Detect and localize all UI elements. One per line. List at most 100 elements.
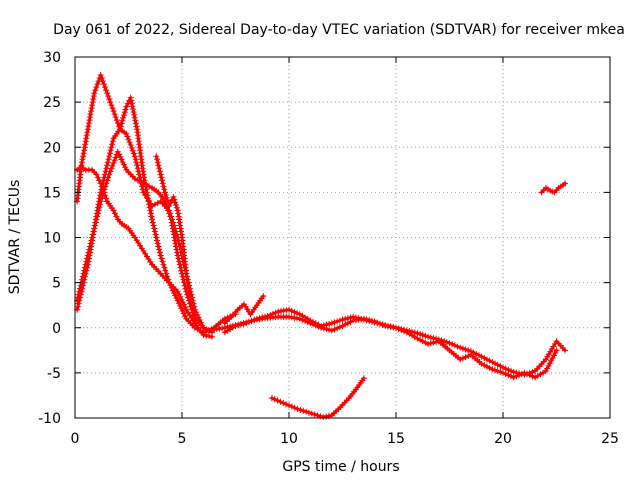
data-point-marker	[94, 81, 101, 88]
y-tick-label: -5	[47, 366, 61, 382]
data-point-marker	[286, 402, 292, 409]
data-point-marker	[350, 313, 357, 320]
data-point-marker	[129, 106, 136, 113]
data-point-marker	[163, 194, 170, 201]
data-point-marker	[384, 322, 391, 329]
data-point-marker	[174, 252, 181, 259]
data-point-marker	[150, 222, 157, 229]
data-point-marker	[489, 359, 496, 366]
data-point-marker	[90, 228, 97, 235]
data-point-marker	[155, 162, 162, 169]
data-point-marker	[180, 301, 187, 308]
data-point-marker	[75, 300, 82, 307]
series-trace-j	[538, 180, 569, 196]
data-point-marker	[86, 246, 93, 253]
data-point-marker	[80, 270, 87, 277]
data-point-marker	[366, 317, 373, 324]
data-point-marker	[94, 174, 101, 181]
data-point-marker	[87, 111, 94, 118]
data-point-marker	[182, 313, 189, 320]
data-point-marker	[320, 414, 327, 421]
data-point-marker	[99, 192, 106, 199]
x-tick-label: 10	[280, 431, 298, 447]
data-point-marker	[358, 315, 365, 322]
data-point-marker	[232, 322, 239, 329]
data-point-marker	[550, 352, 557, 359]
data-point-marker	[251, 316, 258, 323]
data-point-marker	[91, 90, 98, 97]
data-point-marker	[497, 368, 504, 375]
data-point-marker	[110, 160, 117, 167]
data-point-marker	[166, 202, 173, 209]
data-point-marker	[417, 331, 424, 338]
data-point-marker	[308, 410, 315, 417]
data-point-marker	[419, 331, 426, 338]
data-point-marker	[158, 255, 165, 262]
data-point-marker	[84, 255, 91, 262]
data-point-marker	[180, 310, 187, 317]
data-point-marker	[127, 94, 134, 101]
data-point-marker	[130, 150, 137, 157]
data-point-marker	[326, 320, 333, 327]
data-point-marker	[174, 288, 181, 295]
data-point-marker	[133, 159, 140, 166]
data-point-marker	[475, 352, 482, 359]
data-point-marker	[320, 322, 327, 329]
data-point-marker	[462, 354, 469, 361]
data-point-marker	[336, 324, 343, 331]
data-point-marker	[125, 136, 132, 143]
data-point-marker	[175, 291, 182, 298]
data-point-marker	[132, 117, 139, 124]
data-point-marker	[268, 395, 275, 402]
data-point-marker	[478, 360, 485, 367]
data-point-marker	[240, 320, 247, 327]
data-point-marker	[235, 322, 242, 329]
data-point-marker	[449, 341, 456, 348]
data-point-marker	[92, 219, 99, 226]
data-point-marker	[191, 312, 198, 319]
data-point-marker	[277, 398, 284, 405]
data-point-marker	[334, 318, 341, 325]
data-point-marker	[478, 353, 485, 360]
data-point-marker	[111, 111, 118, 118]
data-point-marker	[494, 361, 501, 368]
data-point-marker	[303, 408, 310, 415]
x-tick-label: 0	[71, 431, 80, 447]
data-point-marker	[552, 349, 559, 356]
data-point-marker	[97, 72, 104, 79]
data-point-marker	[120, 161, 127, 168]
data-series	[74, 72, 569, 421]
data-point-marker	[74, 294, 81, 301]
data-point-marker	[188, 300, 195, 307]
data-point-marker	[272, 309, 279, 316]
data-point-marker	[96, 204, 103, 211]
data-point-marker	[109, 105, 116, 112]
data-point-marker	[271, 396, 278, 403]
data-point-marker	[88, 105, 95, 112]
data-point-marker	[393, 324, 399, 331]
data-point-marker	[81, 264, 88, 271]
data-point-marker	[172, 292, 179, 299]
data-point-marker	[106, 153, 113, 160]
data-point-marker	[243, 320, 250, 327]
data-point-marker	[83, 135, 90, 142]
data-point-marker	[331, 326, 338, 333]
data-point-marker	[339, 322, 346, 329]
data-point-marker	[164, 197, 171, 204]
data-point-marker	[342, 315, 349, 322]
data-point-marker	[422, 339, 429, 346]
data-point-marker	[427, 334, 434, 341]
data-point-marker	[172, 240, 179, 247]
data-point-marker	[360, 375, 367, 382]
data-point-marker	[318, 322, 325, 329]
data-point-marker	[328, 327, 335, 334]
data-point-marker	[177, 293, 184, 300]
data-point-marker	[156, 246, 163, 253]
data-point-marker	[312, 320, 319, 327]
data-point-marker	[127, 141, 134, 148]
data-point-marker	[88, 108, 95, 115]
data-point-marker	[170, 193, 177, 200]
data-point-marker	[549, 355, 556, 362]
data-point-marker	[117, 153, 124, 160]
